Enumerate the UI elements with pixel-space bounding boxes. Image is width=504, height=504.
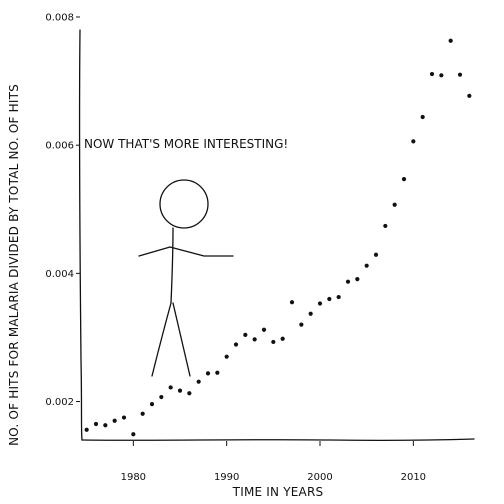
data-points [84,38,472,437]
x-tick-label: 2000 [307,472,332,483]
data-point [149,402,155,407]
y-ticks: 0.002 0.004 0.006 0.008 [45,13,80,408]
data-point [271,339,276,345]
data-point [168,385,173,390]
x-ticks: 1980 1990 2000 2010 [121,441,426,483]
data-point [177,388,183,393]
data-point [196,379,201,384]
x-tick-label: 1990 [214,472,239,483]
stick-figure-head [159,179,209,229]
data-point [308,311,313,316]
data-point [215,370,220,375]
data-point [280,336,285,341]
data-point [224,354,229,359]
data-point [467,93,472,98]
axes [78,29,475,442]
data-point [448,38,453,43]
data-point [420,114,425,120]
data-point [317,301,323,306]
data-point [112,418,117,423]
stick-figure-left-leg [151,302,172,377]
stick-figure-arms [138,246,234,257]
x-axis-line [81,438,475,442]
data-point [364,263,369,268]
data-point [159,394,164,400]
data-point [131,432,136,437]
stick-figure-right-leg [172,302,191,377]
data-point [289,300,295,305]
data-point [355,277,360,282]
y-axis-line [78,29,83,441]
x-axis-title: TIME IN YEARS [232,485,324,499]
data-point [457,72,463,77]
stick-figure-body [170,227,174,304]
data-point [401,177,407,182]
data-point [429,71,435,77]
data-point [345,279,351,284]
data-point [187,391,192,396]
data-point [84,427,89,432]
data-point [336,294,341,300]
data-point [383,223,388,229]
data-point [93,421,99,427]
x-tick-label: 2010 [401,472,426,483]
data-point [392,202,397,207]
x-tick-label: 1980 [121,472,146,483]
data-point [252,337,257,342]
data-point [373,252,379,257]
data-point [121,415,127,420]
stick-figure [138,179,234,377]
data-point [103,423,108,428]
y-tick-label: 0.006 [45,141,74,152]
data-point [233,342,239,347]
y-axis-title: NO. OF HITS FOR MALARIA DIVIDED BY TOTAL… [7,84,21,446]
data-point [140,411,145,416]
data-point [299,322,304,327]
data-point [439,73,444,78]
data-point [243,332,248,337]
data-point [261,327,267,332]
y-tick-label: 0.008 [45,13,74,24]
chart-annotation: NOW THAT'S MORE INTERESTING! [84,137,288,151]
y-tick-label: 0.002 [45,397,74,408]
data-point [327,296,332,302]
data-point [205,371,211,376]
y-tick-label: 0.004 [45,269,74,280]
data-point [411,139,416,144]
